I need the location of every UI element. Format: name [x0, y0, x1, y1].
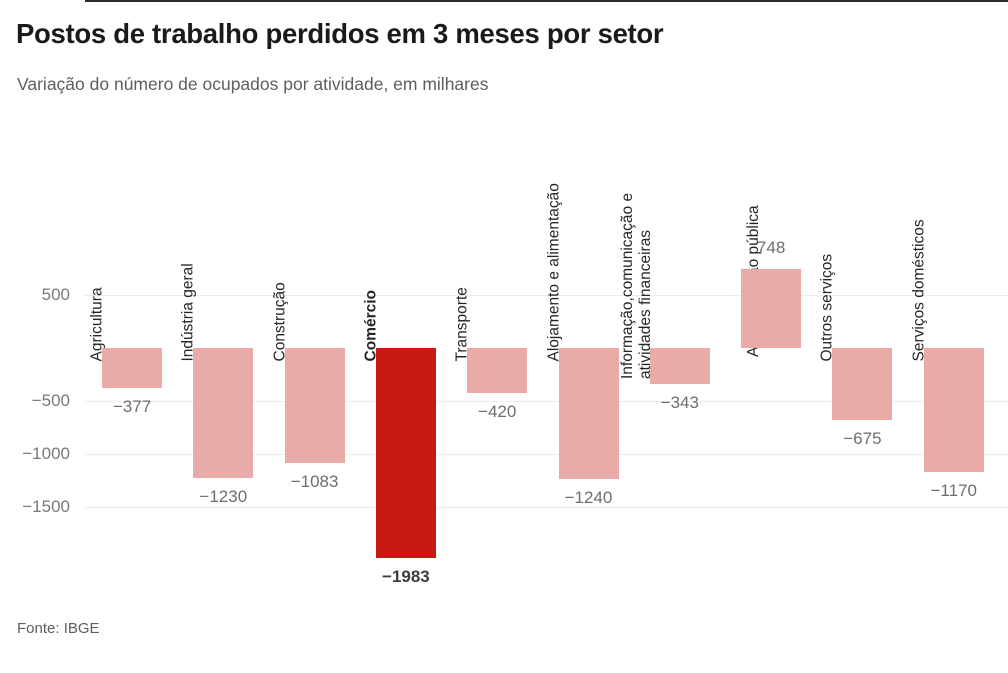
plot-area: 500 −500 −1000 −1500 Agricultura Indústria g…: [22, 0, 1008, 587]
chart-source: Fonte: IBGE: [17, 620, 100, 637]
bar-value-label: 748: [756, 237, 786, 257]
zero-baseline: [85, 0, 1008, 2]
bar-value-label: −675: [843, 428, 882, 448]
bar-value-label: −1170: [930, 481, 977, 501]
bar[interactable]: [102, 348, 162, 388]
bar[interactable]: [923, 348, 984, 473]
y-axis-tick-label: −1500: [22, 497, 70, 516]
bar[interactable]: [558, 348, 619, 480]
bar-value-label: −343: [660, 393, 699, 413]
bar[interactable]: [467, 348, 528, 393]
category-label: Alojamento e alimentação: [545, 183, 563, 361]
gridline: [85, 454, 1008, 455]
category-label-line: Outros serviços: [818, 253, 836, 362]
bar-value-label: −1083: [290, 471, 339, 491]
bar-value-label: −1240: [564, 488, 613, 508]
category-label: Informação,comunicação e atividades finan…: [619, 193, 654, 379]
bar[interactable]: [649, 348, 710, 385]
bar[interactable]: [375, 348, 436, 559]
category-label-line: Alojamento e alimentação: [545, 183, 562, 362]
gridline: [85, 295, 1008, 296]
gridline: [85, 507, 1008, 508]
category-label: Indústria geral: [180, 263, 198, 361]
bar-value-label: −420: [478, 401, 517, 421]
chart-title: Postos de trabalho perdidos em 3 meses p…: [16, 18, 664, 49]
category-label-line: Informação,comunicação e: [618, 192, 636, 379]
category-label-line: Indústria geral: [179, 263, 197, 362]
y-axis-tick-label: −1000: [22, 444, 70, 463]
gridline: [85, 401, 1008, 402]
category-label: Serviços domésticos: [910, 219, 928, 361]
bar-value-label: −1230: [199, 487, 248, 507]
y-axis-tick-label: 500: [41, 285, 70, 304]
category-label-line: Serviços domésticos: [910, 219, 928, 362]
chart-subtitle: Variação do número de ocupados por ativi…: [17, 74, 489, 94]
bar-value-label: −1983: [382, 567, 430, 587]
bar-value-label: −377: [112, 396, 152, 416]
bar[interactable]: [741, 268, 802, 348]
bar[interactable]: [832, 348, 893, 420]
category-label: Outros serviços: [819, 254, 837, 362]
bar[interactable]: [193, 348, 254, 479]
y-axis-tick-label: −500: [31, 391, 70, 410]
bar[interactable]: [284, 348, 345, 463]
